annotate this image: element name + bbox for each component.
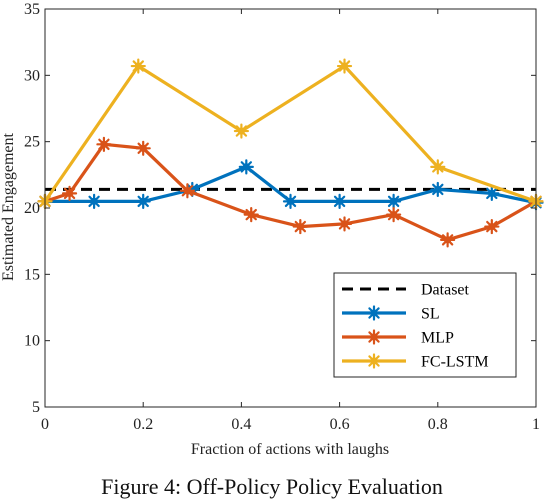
x-axis-label: Fraction of actions with laughs — [191, 441, 389, 458]
data-point-mlp-10 — [484, 218, 500, 235]
legend-entry-dataset: Dataset — [342, 282, 470, 299]
legend-entry-fc-lstm: FC-LSTM — [342, 353, 489, 371]
x-tick-label: 0 — [41, 416, 49, 433]
data-point-sl-8 — [430, 181, 446, 198]
legend-label-dataset: Dataset — [421, 282, 470, 299]
data-point-sl-6 — [332, 193, 348, 209]
data-point-mlp-9 — [440, 232, 456, 248]
legend-entry-mlp: MLP — [342, 329, 454, 347]
x-tick-label: 0.8 — [428, 416, 448, 433]
x-tick-label: 1 — [532, 416, 540, 433]
x-tick-label: 0.4 — [231, 416, 251, 433]
data-point-mlp-4 — [179, 183, 195, 199]
series-line-mlp — [44, 142, 537, 242]
data-point-sl-5 — [282, 193, 299, 209]
series-line-fc-lstm — [43, 64, 537, 203]
legend-label-fc-lstm: FC-LSTM — [421, 354, 489, 371]
y-tick-label: 25 — [24, 134, 40, 151]
y-tick-label: 30 — [24, 67, 40, 84]
data-point-sl-2 — [135, 193, 151, 209]
y-tick-label: 10 — [24, 333, 40, 350]
x-tick-label: 0.6 — [330, 416, 350, 433]
data-point-mlp-1 — [61, 185, 78, 202]
y-tick-label: 15 — [24, 266, 40, 283]
data-point-mlp-3 — [135, 140, 151, 156]
data-point-fc-lstm-2 — [233, 123, 249, 139]
y-tick-label: 35 — [24, 1, 40, 18]
data-point-fc-lstm-4 — [430, 159, 446, 175]
y-axis-label: Estimated Engagement — [0, 132, 17, 281]
data-point-mlp-2 — [96, 136, 112, 152]
data-point-sl-1 — [86, 193, 102, 209]
legend-entry-sl: SL — [342, 305, 440, 323]
data-point-mlp-5 — [243, 207, 259, 223]
legend-marker-fc-lstm — [366, 353, 382, 369]
data-point-fc-lstm-3 — [336, 58, 353, 74]
data-point-mlp-8 — [386, 207, 402, 223]
legend-label-sl: SL — [421, 306, 440, 323]
data-point-sl-4 — [238, 159, 254, 175]
y-tick-label: 20 — [24, 200, 40, 217]
x-tick-label: 0.2 — [133, 416, 153, 433]
legend-marker-mlp — [366, 329, 382, 345]
series-layer — [37, 58, 544, 248]
data-point-mlp-6 — [292, 218, 308, 235]
data-point-sl-9 — [484, 185, 500, 202]
legend: Dataset SL MLP FC-LSTM — [333, 272, 517, 378]
y-tick-label: 5 — [32, 399, 40, 416]
legend-marker-sl — [366, 305, 382, 321]
data-point-fc-lstm-1 — [130, 58, 146, 74]
figure-caption: Figure 4: Off-Policy Policy Evaluation — [101, 474, 443, 499]
legend-label-mlp: MLP — [421, 330, 454, 347]
data-point-sl-7 — [386, 193, 402, 209]
data-point-mlp-7 — [336, 216, 353, 232]
